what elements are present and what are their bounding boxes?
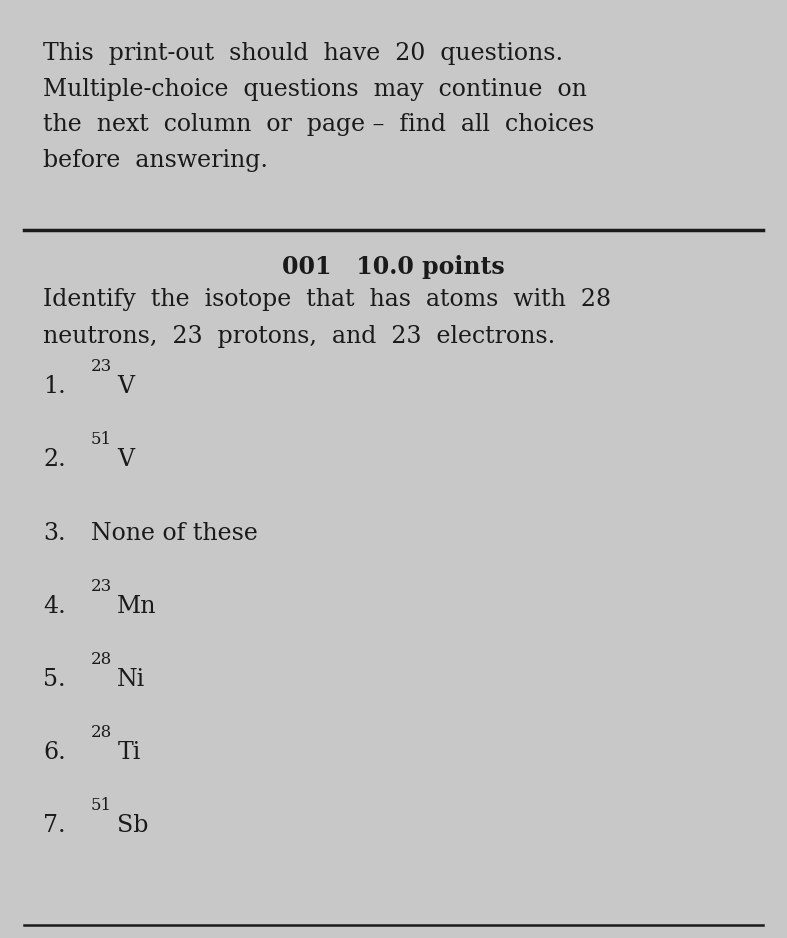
Text: Identify  the  isotope  that  has  atoms  with  28: Identify the isotope that has atoms with… [43, 288, 611, 311]
Text: 28: 28 [91, 724, 112, 741]
Text: 51: 51 [91, 431, 112, 448]
Text: This  print-out  should  have  20  questions.: This print-out should have 20 questions. [43, 42, 563, 66]
Text: the  next  column  or  page –  find  all  choices: the next column or page – find all choic… [43, 113, 595, 137]
Text: V: V [117, 448, 135, 472]
Text: 28: 28 [91, 651, 112, 668]
Text: 1.: 1. [43, 375, 66, 399]
Text: neutrons,  23  protons,  and  23  electrons.: neutrons, 23 protons, and 23 electrons. [43, 325, 556, 349]
Text: Mn: Mn [117, 595, 157, 618]
Text: 23: 23 [91, 358, 112, 375]
Text: 2.: 2. [43, 448, 66, 472]
Text: 51: 51 [91, 797, 112, 814]
Text: Ti: Ti [117, 741, 141, 764]
Text: 6.: 6. [43, 741, 66, 764]
Text: before  answering.: before answering. [43, 149, 268, 173]
Text: V: V [117, 375, 135, 399]
Text: Sb: Sb [117, 814, 149, 838]
Text: 001   10.0 points: 001 10.0 points [282, 255, 505, 280]
Text: 23: 23 [91, 578, 112, 595]
Text: 5.: 5. [43, 668, 66, 691]
Text: 3.: 3. [43, 522, 66, 545]
Text: None of these: None of these [91, 522, 257, 545]
Text: 4.: 4. [43, 595, 66, 618]
Text: 7.: 7. [43, 814, 66, 838]
Text: Ni: Ni [117, 668, 146, 691]
Text: Multiple-choice  questions  may  continue  on: Multiple-choice questions may continue o… [43, 78, 587, 101]
